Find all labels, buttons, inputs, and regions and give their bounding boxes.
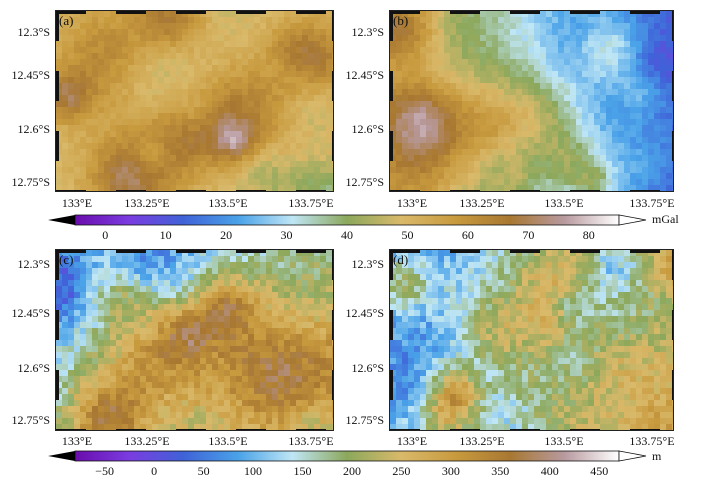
xlab-a-1: 133.25°E — [124, 196, 170, 210]
map-d — [390, 250, 673, 430]
panel-a: (a) — [55, 10, 334, 192]
ylab-a-0: 12.3°S — [17, 25, 50, 39]
colorbar-gravity-gradient — [74, 214, 620, 226]
xlab-a-0: 133°E — [61, 196, 93, 210]
xlab-b-1: 133.25°E — [459, 196, 505, 210]
colorbar-gravity — [48, 214, 647, 226]
xlab-c-3: 133.75°E — [288, 434, 334, 448]
colorbar-elevation-tick-label: 50 — [197, 464, 210, 478]
ylab-b-2: 12.6°S — [351, 122, 384, 136]
colorbar-elevation-tick-label: 300 — [441, 464, 460, 478]
ylab-b-1: 12.45°S — [345, 68, 384, 82]
panel-d: (d) — [389, 249, 674, 431]
colorbar-elevation-tick-label: 150 — [293, 464, 312, 478]
map-a — [56, 11, 333, 191]
ylab-d-2: 12.6°S — [351, 361, 384, 375]
xlab-a-3: 133.75°E — [288, 196, 334, 210]
panel-label-a: (a) — [59, 13, 74, 28]
colorbar-elevation-tick-label: 350 — [491, 464, 510, 478]
xlab-b-2: 133.5°E — [544, 196, 584, 210]
colorbar-gravity-tick-label: 70 — [522, 228, 535, 242]
ylab-c-1: 12.45°S — [11, 306, 50, 320]
colorbar-gravity-under-arrow — [48, 215, 75, 225]
panel-label-d: (d) — [393, 252, 409, 267]
xlab-b-0: 133°E — [396, 196, 428, 210]
xlab-d-0: 133°E — [396, 434, 428, 448]
xlab-d-1: 133.25°E — [459, 434, 505, 448]
colorbar-elevation-tick-label: 250 — [392, 464, 411, 478]
ylab-d-0: 12.3°S — [351, 257, 384, 271]
ylab-b-3: 12.75°S — [345, 175, 384, 189]
map-b — [390, 11, 673, 191]
xlab-c-1: 133.25°E — [124, 434, 170, 448]
panel-label-b: (b) — [393, 13, 409, 28]
colorbar-elevation-tick-label: 450 — [590, 464, 609, 478]
ylab-c-3: 12.75°S — [11, 413, 50, 427]
colorbar-gravity-tick-label: 0 — [102, 228, 109, 242]
colorbar-elevation-tick-label: 200 — [342, 464, 361, 478]
panel-label-c: (c) — [59, 252, 74, 267]
xlab-c-2: 133.5°E — [208, 434, 248, 448]
colorbar-elevation — [48, 450, 647, 462]
colorbar-gravity-tick-label: 80 — [582, 228, 595, 242]
colorbar-gravity-tick-label: 10 — [159, 228, 172, 242]
colorbar-elevation-over-arrow — [618, 450, 647, 462]
panel-c: (c) — [55, 249, 334, 431]
colorbar-gravity-tick-label: 50 — [401, 228, 414, 242]
ylab-d-1: 12.45°S — [345, 306, 384, 320]
ylab-a-1: 12.45°S — [11, 68, 50, 82]
ylab-c-2: 12.6°S — [17, 361, 50, 375]
xlab-d-2: 133.5°E — [544, 434, 584, 448]
xlab-a-2: 133.5°E — [208, 196, 248, 210]
colorbar-elevation-under-arrow — [48, 451, 75, 461]
colorbar-elevation-tick-label: 400 — [540, 464, 559, 478]
xlab-b-3: 133.75°E — [629, 196, 675, 210]
colorbar-gravity-tick-label: 30 — [280, 228, 293, 242]
colorbar-gravity-over-arrow — [618, 214, 647, 226]
ylab-c-0: 12.3°S — [17, 257, 50, 271]
colorbar-gravity-unit: mGal — [652, 212, 679, 226]
colorbar-gravity-tick-label: 20 — [220, 228, 233, 242]
ylab-b-0: 12.3°S — [351, 25, 384, 39]
colorbar-elevation-gradient — [74, 450, 620, 462]
ylab-a-3: 12.75°S — [11, 175, 50, 189]
colorbar-elevation-tick-label: 0 — [151, 464, 158, 478]
colorbar-elevation-unit: m — [652, 449, 662, 463]
colorbar-gravity-tick-label: 60 — [461, 228, 474, 242]
map-c — [56, 250, 333, 430]
colorbar-elevation-tick-label: 100 — [244, 464, 263, 478]
colorbar-gravity-tick-label: 40 — [341, 228, 353, 242]
xlab-c-0: 133°E — [61, 434, 93, 448]
colorbar-elevation-tick-label: −50 — [95, 464, 115, 478]
xlab-d-3: 133.75°E — [629, 434, 675, 448]
ylab-a-2: 12.6°S — [17, 122, 50, 136]
ylab-d-3: 12.75°S — [345, 413, 384, 427]
panel-b: (b) — [389, 10, 674, 192]
